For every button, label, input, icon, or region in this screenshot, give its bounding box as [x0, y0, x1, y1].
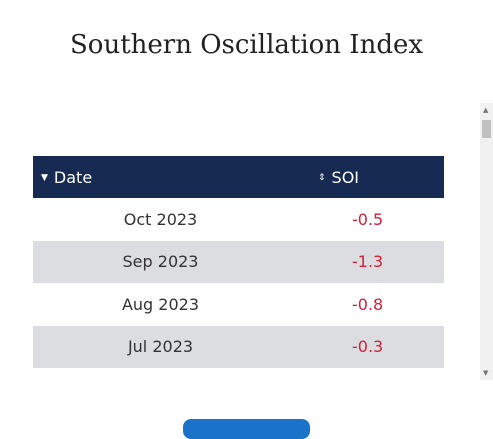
date-cell: Sep 2023 — [33, 240, 288, 283]
table-body: Oct 2023 -0.5 Sep 2023 -1.3 Aug 2023 -0.8 Jul … — [33, 198, 444, 368]
soi-header[interactable]: ⇕ SOI — [288, 156, 444, 198]
soi-cell: -0.3 — [288, 325, 444, 368]
sort-icon: ⇕ — [318, 173, 326, 183]
table-row: Jul 2023 -0.3 — [33, 325, 444, 368]
header-label: Date — [53, 167, 93, 187]
table-row: Aug 2023 -0.8 — [33, 283, 444, 326]
header-label: SOI — [331, 167, 360, 187]
table-row: Oct 2023 -0.5 — [33, 198, 444, 241]
scroll-thumb[interactable] — [482, 120, 491, 138]
date-header[interactable]: ▼ Date — [33, 156, 288, 198]
page-title: Southern Oscillation Index — [69, 30, 424, 60]
scroll-up[interactable]: ▲ — [483, 106, 489, 114]
date-cell: Aug 2023 — [121, 294, 200, 314]
page: Southern Oscillation Index ▼ Date ⇕ SOI Oc… — [33, 30, 493, 439]
sort-desc-icon: ▼ — [41, 173, 48, 183]
soi-cell: -1.3 — [288, 240, 444, 283]
button[interactable] — [183, 419, 310, 439]
scrollbar[interactable]: ▲ ▼ — [480, 103, 493, 380]
data-table: ▼ Date ⇕ SOI Oct 2023 -0.5 Sep 2023 -1.3 Aug 2… — [33, 156, 444, 368]
scroll-down[interactable]: ▼ — [483, 369, 489, 377]
header-row: ▼ Date ⇕ SOI — [33, 156, 444, 198]
soi-cell: -0.8 — [352, 294, 384, 314]
date-cell: Oct 2023 — [123, 209, 198, 229]
soi-cell: -0.5 — [352, 209, 384, 229]
table-row: Sep 2023 -1.3 — [33, 240, 444, 283]
date-cell: Jul 2023 — [33, 325, 288, 368]
